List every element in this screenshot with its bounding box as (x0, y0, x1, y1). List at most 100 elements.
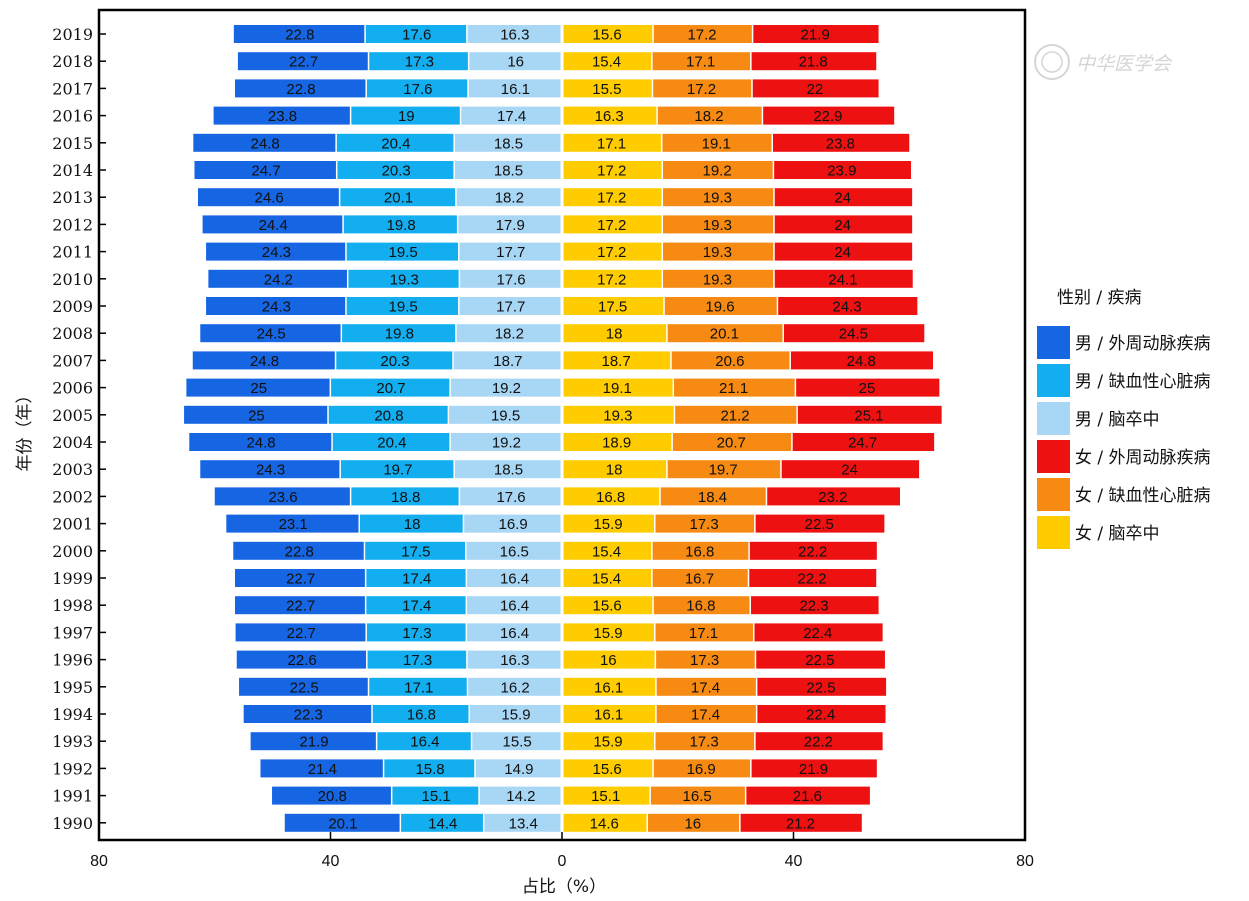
bar-segment (752, 79, 879, 98)
y-tick-label: 1997 (52, 623, 93, 642)
x-axis-title: 占比（%） (522, 877, 606, 897)
data-label: 15.4 (592, 54, 621, 71)
data-label: 24.2 (264, 271, 293, 288)
data-label: 17.4 (497, 108, 526, 125)
bar-segment (563, 133, 661, 152)
bar-segment (563, 297, 664, 315)
data-label: 17.1 (404, 679, 433, 696)
bar-segment (563, 759, 653, 778)
data-label: 21.9 (299, 734, 328, 751)
data-label: 24.4 (259, 217, 288, 234)
bar-segment (235, 623, 366, 642)
bar-segment (194, 161, 336, 179)
bar-segment (367, 650, 467, 669)
bar-segment (458, 215, 561, 234)
bar-segment (392, 786, 479, 805)
data-label: 17.3 (405, 54, 434, 71)
bar-segment (214, 487, 350, 506)
data-label: 16.3 (500, 27, 529, 44)
data-label: 24.7 (251, 163, 280, 180)
data-label: 17.4 (402, 598, 431, 615)
bar-segment (749, 569, 877, 587)
data-label: 15.5 (503, 734, 532, 751)
bar-segment (563, 79, 652, 98)
watermark: 中华医学会 (1034, 44, 1173, 80)
data-label: 16 (600, 652, 617, 669)
data-label: 23.2 (818, 489, 847, 506)
bar-segment (774, 188, 913, 207)
bar-segment (467, 596, 561, 615)
bar-segment (656, 650, 755, 669)
data-label: 22.7 (289, 54, 318, 71)
data-label: 18.2 (495, 326, 524, 343)
y-tick-label: 2017 (52, 79, 93, 98)
data-label: 19.7 (709, 462, 738, 479)
bar-segment (192, 351, 335, 370)
data-label: 16.8 (407, 707, 436, 724)
data-label: 17.7 (496, 299, 525, 316)
bar-segment (484, 813, 561, 832)
y-tick-label: 2008 (52, 324, 93, 343)
bar-segment (563, 405, 674, 424)
bar-segment (778, 297, 918, 315)
bar-segment (369, 677, 467, 696)
data-label: 24.8 (847, 353, 876, 370)
legend-swatch (1037, 402, 1070, 435)
bar-segment (757, 677, 887, 696)
bar-segment (655, 732, 755, 751)
data-label: 24.1 (828, 271, 857, 288)
bar-segment (460, 269, 561, 288)
bar-labels-layer: 13.4 14.4 20.1 14.6 16 21.2 14.2 15.1 20.8 15.1 16… (246, 27, 883, 833)
x-tick-label: 40 (785, 853, 803, 870)
bar-segment (674, 378, 795, 397)
data-label: 16 (684, 815, 701, 832)
data-label: 22.3 (294, 707, 323, 724)
bar-segment (563, 514, 655, 533)
legend-swatch (1037, 478, 1070, 511)
bar-segment (563, 433, 672, 451)
data-label: 16.3 (500, 652, 529, 669)
bar-segment (751, 759, 877, 778)
bar-segment (467, 623, 561, 642)
data-label: 18.2 (694, 108, 723, 125)
bar-segment (563, 596, 653, 615)
data-label: 21.9 (801, 27, 830, 44)
data-label: 22.2 (797, 571, 826, 588)
bar-segment (563, 569, 652, 587)
data-label: 24 (834, 190, 851, 207)
bar-segment (200, 324, 341, 343)
data-label: 18.5 (494, 135, 523, 152)
bar-segment (459, 297, 561, 315)
data-label: 20.7 (376, 380, 405, 397)
bar-segment (467, 569, 561, 587)
data-label: 16.1 (594, 707, 623, 724)
data-label: 22.7 (286, 598, 315, 615)
data-label: 19.2 (492, 435, 521, 452)
bar-segment (563, 705, 656, 723)
y-tick-label: 1999 (52, 569, 93, 588)
data-label: 24.5 (257, 326, 286, 343)
bar-segment (753, 25, 879, 43)
bar-segment (235, 79, 366, 98)
y-tick-label: 1998 (52, 596, 93, 615)
watermark-text: 中华医学会 (1076, 53, 1173, 75)
y-tick-label: 1991 (52, 787, 93, 806)
bar-segment (272, 786, 391, 805)
bar-segment (563, 215, 662, 234)
bar-segment (784, 324, 925, 343)
bar-segment (197, 188, 339, 207)
bar-segment (365, 25, 467, 43)
data-label: 17.4 (691, 707, 720, 724)
y-tick-label: 2002 (52, 487, 93, 506)
y-tick-label: 1995 (52, 678, 93, 697)
bar-segment (233, 25, 365, 43)
bar-segment (372, 705, 469, 723)
bar-segment (563, 324, 667, 343)
data-label: 22.5 (806, 679, 835, 696)
data-label: 23.8 (826, 135, 855, 152)
bar-segment (365, 541, 466, 560)
y-tick-label: 2013 (52, 188, 93, 207)
data-label: 15.4 (592, 543, 621, 560)
bar-segment (657, 106, 762, 125)
x-tick-label: 40 (322, 853, 340, 870)
